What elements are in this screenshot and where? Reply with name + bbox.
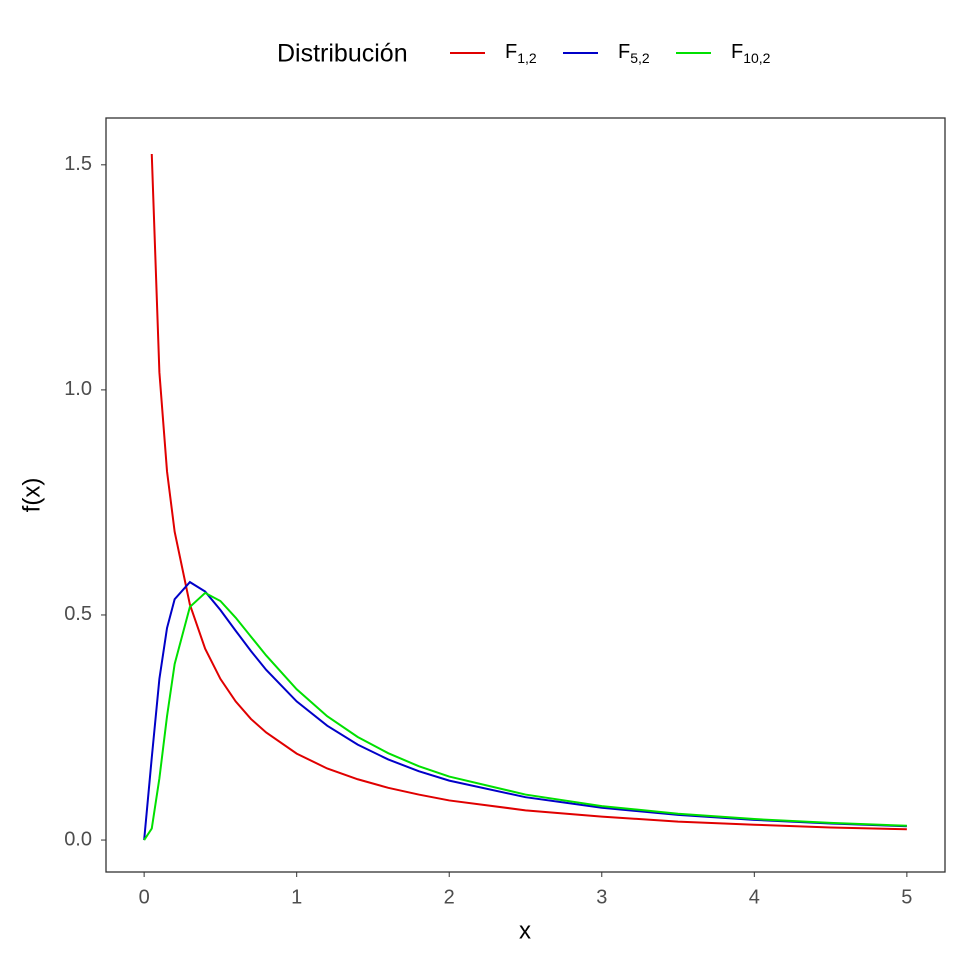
y-axis-label: f(x)	[18, 478, 45, 513]
y-tick-label: 0.5	[64, 603, 92, 625]
legend-label: F10,2	[731, 41, 771, 65]
y-tick-label: 0.0	[64, 828, 92, 850]
series-line	[143, 591, 907, 841]
legend-name: F	[731, 41, 743, 63]
legend-subscript: 10,2	[743, 50, 770, 66]
x-tick-label: 5	[901, 886, 912, 908]
x-tick-label: 0	[139, 886, 150, 908]
legend-subscript: 5,2	[630, 50, 650, 66]
x-tick-label: 4	[749, 886, 760, 908]
series-line	[150, 153, 907, 831]
legend-name: F	[505, 41, 517, 63]
x-axis-label: x	[519, 917, 531, 944]
panel-border	[105, 117, 946, 873]
legend-name: F	[618, 41, 630, 63]
y-tick-label: 1.5	[64, 153, 92, 175]
legend-label: F5,2	[618, 41, 650, 65]
x-tick-label: 3	[596, 886, 607, 908]
legend-label: F1,2	[505, 41, 537, 65]
legend-subscript: 1,2	[517, 50, 537, 66]
series-line	[143, 580, 907, 841]
x-tick-label: 1	[291, 886, 302, 908]
y-tick-label: 1.0	[64, 378, 92, 400]
x-tick-label: 2	[444, 886, 455, 908]
legend-title: Distribución	[277, 40, 408, 68]
